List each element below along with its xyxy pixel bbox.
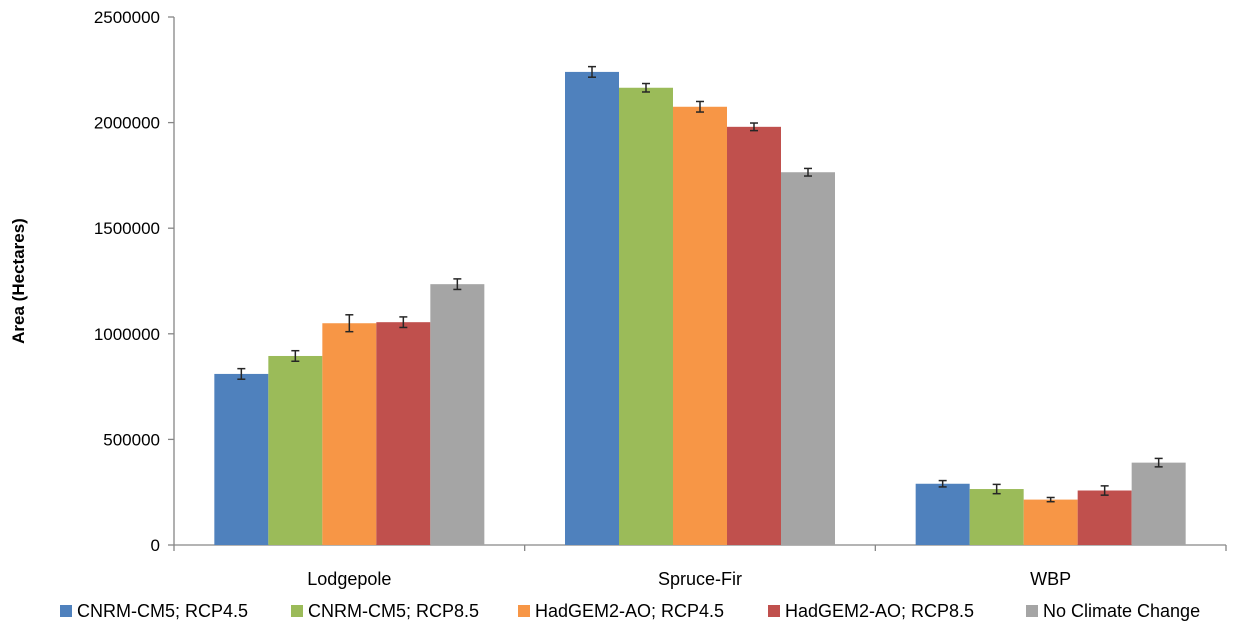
y-axis-title: Area (Hectares) xyxy=(9,218,28,344)
legend-label: HadGEM2-AO; RCP8.5 xyxy=(785,601,974,621)
legend-label: HadGEM2-AO; RCP4.5 xyxy=(535,601,724,621)
bar xyxy=(376,322,430,545)
bar xyxy=(430,284,484,545)
bar xyxy=(565,72,619,545)
legend-swatch xyxy=(60,605,72,617)
x-category-label: Spruce-Fir xyxy=(658,569,742,589)
bar xyxy=(214,374,268,545)
x-category-label: Lodgepole xyxy=(307,569,391,589)
legend-swatch xyxy=(768,605,780,617)
legend-label: No Climate Change xyxy=(1043,601,1200,621)
legend-label: CNRM-CM5; RCP8.5 xyxy=(308,601,479,621)
bar xyxy=(916,484,970,545)
y-tick-label: 1500000 xyxy=(94,219,160,238)
bar xyxy=(619,88,673,545)
legend-swatch xyxy=(291,605,303,617)
bar xyxy=(970,489,1024,545)
bar xyxy=(673,107,727,545)
x-category-label: WBP xyxy=(1030,569,1071,589)
legend-swatch xyxy=(518,605,530,617)
bar xyxy=(781,172,835,545)
y-tick-label: 500000 xyxy=(103,430,160,449)
bar xyxy=(268,356,322,545)
legend-label: CNRM-CM5; RCP4.5 xyxy=(77,601,248,621)
bar xyxy=(1132,463,1186,545)
bar xyxy=(1078,491,1132,545)
y-tick-label: 2500000 xyxy=(94,8,160,27)
y-tick-label: 1000000 xyxy=(94,325,160,344)
bar xyxy=(727,127,781,545)
legend-swatch xyxy=(1026,605,1038,617)
y-tick-label: 0 xyxy=(151,536,160,555)
y-tick-label: 2000000 xyxy=(94,114,160,133)
bar xyxy=(322,323,376,545)
bar xyxy=(1024,500,1078,545)
